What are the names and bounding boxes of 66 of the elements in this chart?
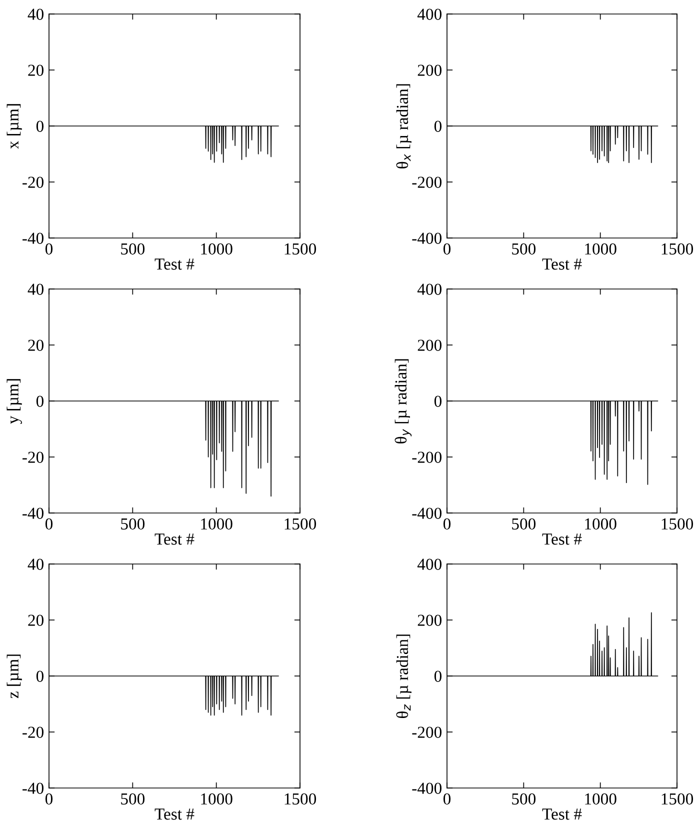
y-tick-label: -400: [412, 232, 442, 244]
x-tick-label: 1500: [284, 243, 316, 255]
y-tick-label: 40: [28, 8, 44, 20]
x-tick-label: 500: [121, 793, 145, 805]
y-tick-label: 400: [417, 558, 442, 570]
y-tick-label: 0: [36, 396, 44, 407]
x-axis-title: Test #: [542, 808, 582, 820]
y-axis-title: θ$_{z}$ [µ radian]: [396, 634, 412, 718]
x-tick-label: 1000: [585, 793, 616, 805]
x-tick-label: 1000: [201, 243, 232, 255]
x-tick-label: 1500: [284, 793, 316, 805]
y-axis-title: y [µm]: [6, 379, 22, 424]
x-tick-label: 1500: [662, 793, 694, 805]
x-tick-label: 1500: [284, 518, 316, 530]
y-tick-label: 400: [417, 284, 442, 295]
y-tick-label: 0: [36, 670, 44, 682]
x-tick-label: 0: [443, 518, 451, 530]
y-tick-label: -40: [22, 782, 44, 794]
y-tick-label: 40: [28, 284, 44, 295]
y-tick-label: 200: [418, 340, 442, 351]
x-tick-label: 500: [121, 518, 145, 530]
x-axis-title: Test #: [154, 534, 194, 545]
y-tick-label: -20: [22, 176, 44, 188]
x-tick-label: 1000: [585, 243, 616, 255]
x-tick-label: 1000: [201, 518, 232, 530]
y-tick-label: -200: [412, 176, 442, 188]
y-tick-label: 20: [28, 64, 44, 76]
x-tick-label: 1000: [201, 793, 232, 805]
x-tick-label: 500: [121, 243, 145, 255]
x-tick-label: 0: [443, 793, 451, 805]
y-tick-label: -20: [22, 726, 44, 738]
y-axis-title: x [µm]: [6, 104, 22, 149]
x-tick-label: 0: [443, 243, 451, 255]
y-tick-label: 400: [417, 8, 442, 20]
x-tick-label: 0: [45, 793, 53, 805]
y-tick-label: -20: [22, 452, 44, 463]
y-tick-label: -200: [412, 452, 442, 463]
x-tick-label: 500: [512, 243, 536, 255]
y-tick-label: 0: [36, 120, 44, 132]
y-tick-label: -40: [22, 232, 44, 244]
y-tick-label: -400: [412, 508, 442, 519]
y-axis-title: z [µm]: [6, 654, 22, 698]
y-tick-label: 200: [418, 614, 442, 626]
y-tick-label: 200: [418, 64, 442, 76]
y-axis-title: θ$_{x}$ [µ radian]: [396, 84, 412, 168]
y-tick-label: -400: [412, 782, 442, 794]
y-axis-title: θ$_{y}$ [µ radian]: [394, 359, 412, 444]
x-axis-title: Test #: [542, 534, 582, 545]
x-tick-label: 1500: [662, 243, 694, 255]
y-tick-label: 40: [28, 558, 44, 570]
x-tick-label: 0: [45, 243, 53, 255]
x-axis-title: Test #: [542, 258, 582, 270]
y-tick-label: 0: [434, 396, 442, 407]
y-tick-label: 20: [28, 340, 44, 351]
x-tick-label: 1500: [662, 518, 694, 530]
x-axis-title: Test #: [154, 808, 194, 820]
y-tick-label: 20: [28, 614, 44, 626]
y-tick-label: 0: [434, 120, 442, 132]
x-tick-label: 500: [512, 793, 536, 805]
x-tick-label: 500: [512, 518, 536, 530]
x-tick-label: 0: [45, 518, 53, 530]
y-tick-label: -40: [22, 508, 44, 519]
x-tick-label: 1000: [585, 518, 616, 530]
y-tick-label: 0: [434, 670, 442, 682]
y-tick-label: -200: [412, 726, 442, 738]
x-axis-title: Test #: [154, 258, 194, 270]
